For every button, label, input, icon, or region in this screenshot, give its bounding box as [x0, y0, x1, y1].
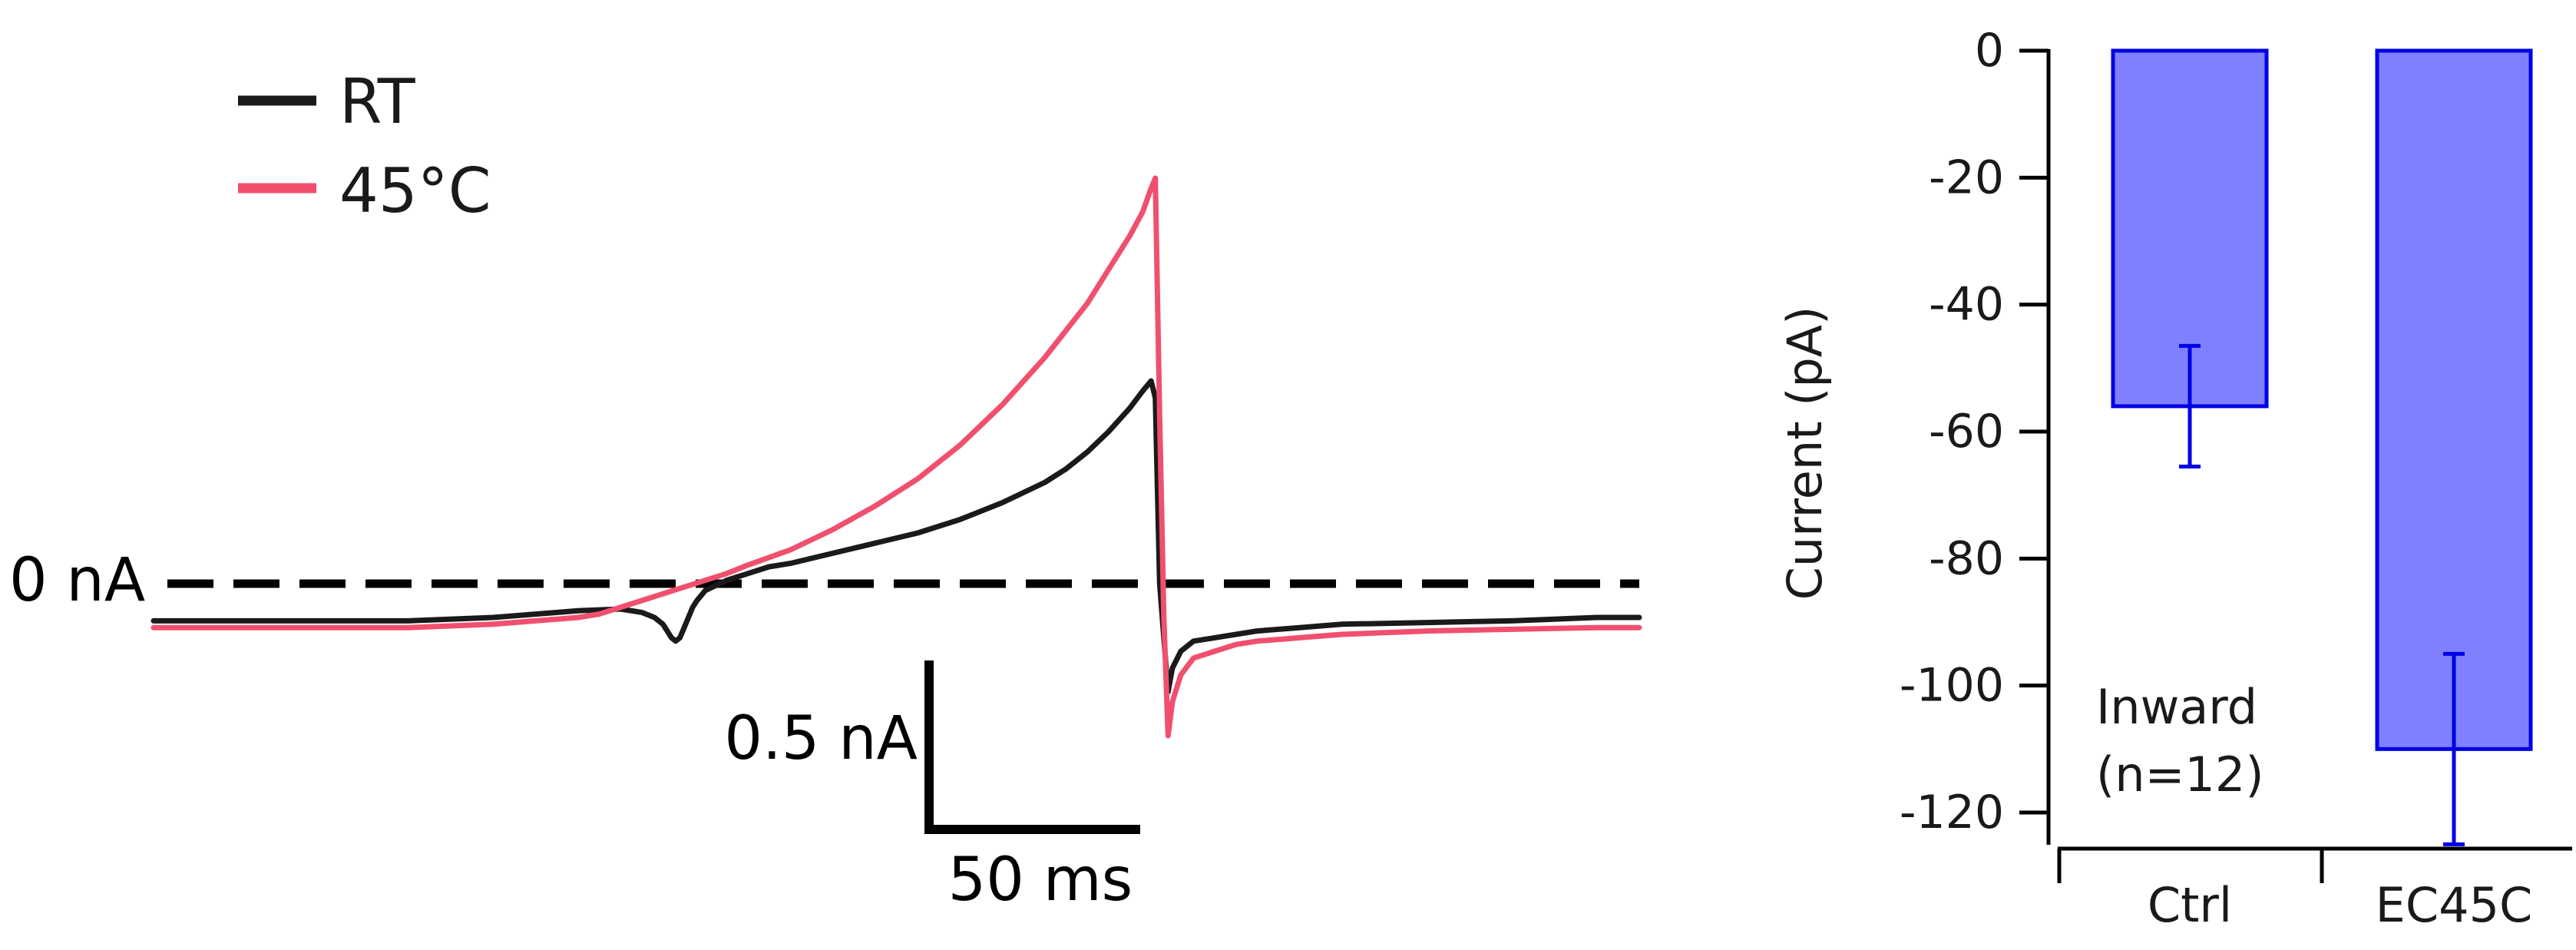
trace-line-rt: [150, 378, 1642, 695]
bar-chart-panel: Current (pA) 0 -20 -40 -60 -80 -100 -120 Inwar…: [1777, 24, 2572, 933]
trace-series: [150, 175, 1642, 739]
bar-ec45c: [2375, 48, 2533, 751]
annotation-line-2: (n=12): [2096, 746, 2264, 803]
legend-label-45c: 45°C: [339, 155, 491, 227]
y-tick-label: -100: [1900, 659, 2004, 713]
bars: [2111, 48, 2533, 846]
trace-line-45c: [150, 175, 1642, 739]
zero-line-label: 0 nA: [9, 546, 145, 615]
legend: RT 45°C: [238, 66, 491, 227]
scale-bar-time-label: 50 ms: [948, 846, 1133, 915]
bar-annotation: Inward (n=12): [2096, 679, 2264, 803]
scale-bar-lines: [924, 660, 1140, 834]
x-axis: Ctrl EC45C: [2057, 846, 2572, 933]
scale-bar-current-label: 0.5 nA: [724, 704, 918, 773]
y-tick-label: 0: [1975, 24, 2004, 78]
y-tick-label: -120: [1900, 786, 2004, 839]
y-axis-ticks: 0 -20 -40 -60 -80 -100 -120: [1900, 24, 2049, 839]
y-tick-label: -20: [1929, 151, 2004, 204]
legend-label-rt: RT: [339, 66, 416, 137]
y-axis-title: Current (pA): [1777, 306, 1833, 601]
y-tick-label: -80: [1929, 531, 2004, 585]
annotation-line-1: Inward: [2096, 679, 2257, 735]
x-tick-label-ctrl: Ctrl: [2148, 877, 2232, 933]
zero-current-line: 0 nA: [9, 546, 1639, 615]
y-tick-label: -60: [1929, 405, 2004, 458]
scale-bar: 0.5 nA 50 ms: [724, 660, 1140, 915]
y-tick-label: -40: [1929, 278, 2004, 332]
x-tick-label-ec45c: EC45C: [2376, 877, 2533, 933]
current-trace-panel: RT 45°C 0 nA 0.5 nA 50 ms: [9, 66, 1642, 915]
